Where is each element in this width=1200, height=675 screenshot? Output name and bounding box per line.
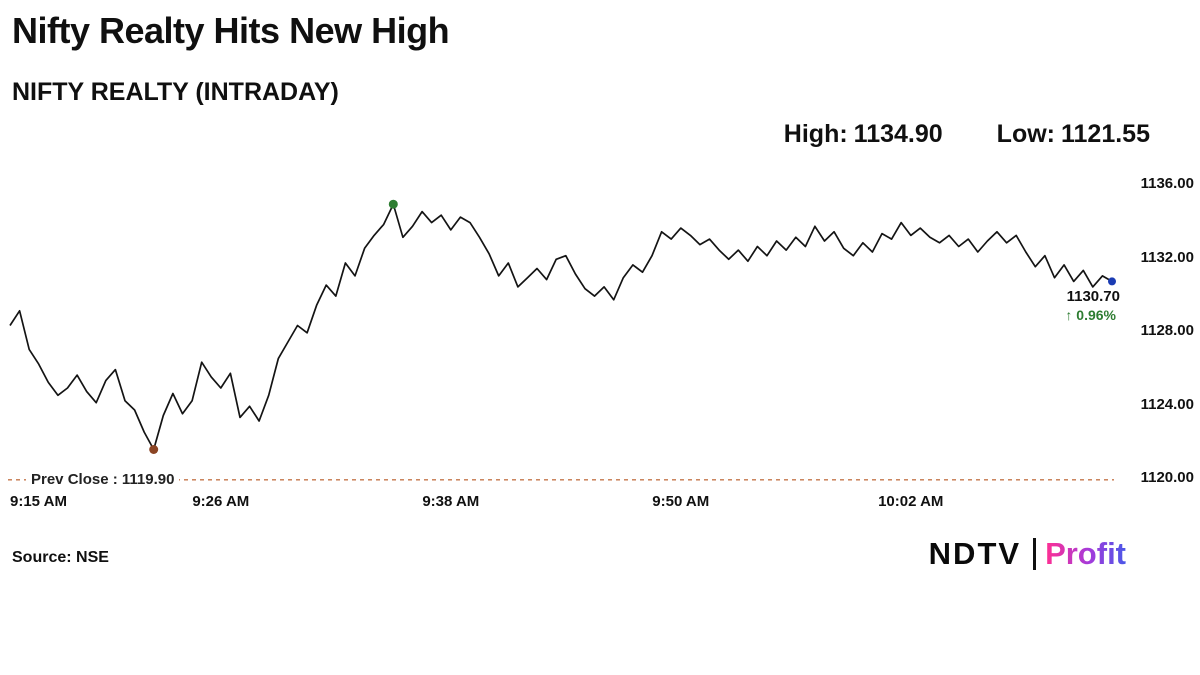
source-credit: Source: NSE	[12, 549, 109, 566]
ndtv-profit-logo: NDTV Profit	[929, 536, 1126, 572]
high-label: High:	[783, 120, 848, 148]
price-line	[9, 203, 1113, 451]
high-low-stats: High: 1134.90 Low: 1121.55	[784, 120, 1156, 149]
y-axis-label: 1124.00	[1140, 395, 1194, 413]
logo-divider	[1033, 538, 1037, 570]
x-axis-label: 9:26 AM	[192, 493, 250, 510]
headline: Nifty Realty Hits New High	[12, 10, 450, 51]
high-stat: High: 1134.90	[784, 120, 949, 149]
low-marker-dot	[149, 445, 159, 454]
y-axis-label: 1132.00	[1140, 248, 1194, 266]
y-axis-label: 1120.00	[1140, 469, 1194, 486]
last-price-dot	[1108, 277, 1116, 286]
x-axis-label: 9:38 AM	[422, 493, 480, 510]
y-axis-label: 1128.00	[1140, 322, 1194, 339]
profit-logo-text: Profit	[1045, 536, 1126, 571]
high-marker-dot	[388, 199, 398, 209]
low-label: Low:	[996, 120, 1055, 148]
low-stat: Low: 1121.55	[997, 120, 1156, 149]
y-axis-label: 1136.00	[1140, 175, 1194, 192]
last-price-value: 1130.70	[1066, 288, 1120, 306]
chart-title: NIFTY REALTY (INTRADAY)	[12, 78, 339, 106]
last-price-change: ↑ 0.96%	[1065, 307, 1116, 324]
x-axis-label: 9:15 AM	[10, 493, 67, 510]
prev-close-label: Prev Close : 1119.90	[26, 470, 180, 488]
x-axis-label: 9:50 AM	[652, 493, 710, 510]
x-axis-label: 10:02 AM	[878, 493, 944, 510]
high-value: 1134.90	[853, 120, 943, 148]
ndtv-logo-text: NDTV	[928, 536, 1022, 571]
low-value: 1121.55	[1061, 120, 1150, 148]
